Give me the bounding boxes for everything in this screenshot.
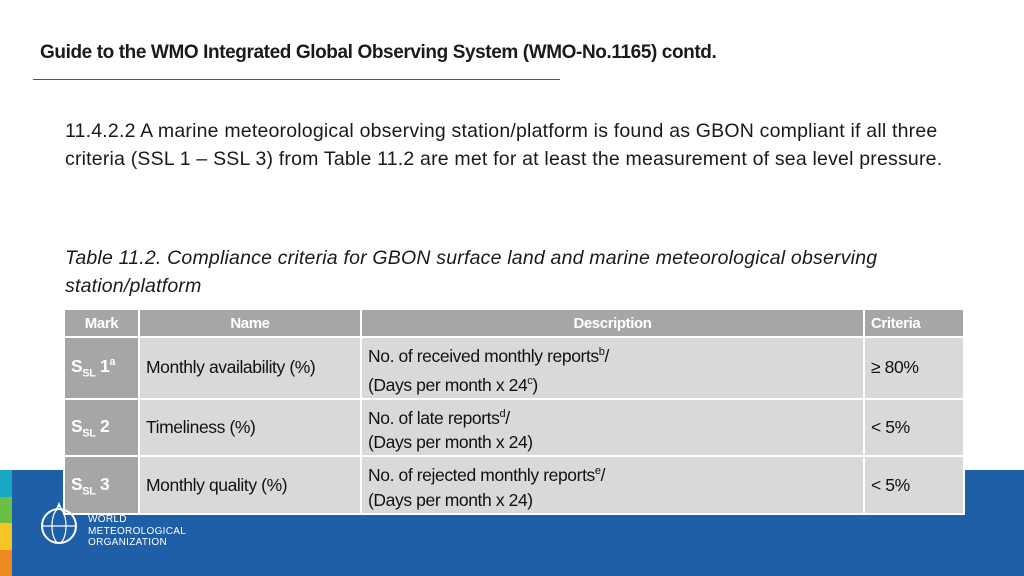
table-caption: Table 11.2. Compliance criteria for GBON… — [65, 247, 878, 297]
table-cell: No. of rejected monthly reportse/(Days p… — [360, 455, 865, 516]
logo-star — [56, 502, 62, 509]
table-row: SSL 1a Monthly availability (%) No. of rec… — [63, 336, 965, 400]
cell-line: (Days per month x 24c) — [368, 369, 857, 398]
text-run: (Days per month x 24) — [368, 432, 533, 453]
text-run: S — [71, 356, 83, 377]
table-row: SSL 3 Monthly quality (%) No. of rejected … — [63, 455, 965, 516]
text-run: a — [109, 356, 116, 369]
text-run: No. of rejected monthly reports — [368, 465, 595, 486]
table-cell: Timeliness (%) — [138, 397, 362, 458]
cell-line: Monthly quality (%) — [146, 475, 354, 496]
logo-text: METEOROLOGICAL — [88, 525, 187, 537]
cell-line: < 5% — [871, 475, 957, 496]
paragraph: 11.4.2.2 A marine meteorological observi… — [65, 120, 943, 170]
wmo-logo — [41, 502, 77, 544]
cell-line: No. of received monthly reportsb/ — [368, 340, 857, 369]
text-run: 2 — [95, 415, 110, 436]
cell-line: SSL 3 — [71, 474, 132, 498]
stripe — [0, 496, 12, 523]
cell-line: < 5% — [871, 417, 957, 438]
slide-title: Guide to the WMO Integrated Global Obser… — [40, 42, 717, 63]
text-run: 1 — [95, 356, 110, 377]
text-run: / — [604, 345, 609, 366]
logo-text: WORLD — [88, 514, 127, 525]
criteria-table: Mark Name Description Criteria SSL 1a Mon… — [63, 308, 965, 516]
cell-line: SSL 2 — [71, 416, 132, 440]
table-cell: No. of late reportsd/(Days per month x 2… — [360, 397, 865, 458]
text-run: e — [594, 465, 601, 478]
text-run: c — [527, 374, 533, 387]
title-rule — [33, 79, 560, 80]
table-cell: SSL 1a — [63, 336, 140, 400]
column-header: Name — [138, 308, 362, 338]
table-cell: Monthly quality (%) — [138, 455, 362, 516]
column-header: Mark — [63, 308, 140, 338]
cell-line: (Days per month x 24) — [368, 430, 857, 455]
table-cell: Monthly availability (%) — [138, 336, 362, 400]
text-run: / — [600, 465, 606, 486]
text-run: Monthly availability (%) — [146, 357, 316, 378]
stripe — [0, 523, 12, 550]
text-run: S — [71, 415, 83, 436]
text-run: SL — [82, 427, 96, 440]
text-run: No. of received monthly reports — [368, 345, 599, 366]
text-run: < 5% — [871, 474, 910, 495]
stripe — [0, 470, 12, 497]
text-run: S — [71, 473, 83, 494]
cell-line: ≥ 80% — [871, 357, 957, 378]
cell-line: Timeliness (%) — [146, 417, 354, 438]
text-run: b — [598, 346, 605, 358]
table-cell: < 5% — [863, 455, 965, 516]
column-header: Criteria — [863, 308, 965, 338]
text-run: 3 — [95, 473, 110, 494]
table-cell: < 5% — [863, 397, 965, 458]
table-cell: ≥ 80% — [863, 336, 965, 400]
column-header: Description — [360, 308, 865, 338]
text-run: SL — [82, 367, 96, 380]
text-run: / — [505, 407, 510, 428]
table-cell: No. of received monthly reportsb/(Days p… — [360, 336, 865, 400]
table-row: SSL 2 Timeliness (%) No. of late reportsd/… — [63, 397, 965, 458]
table-body: SSL 1a Monthly availability (%) No. of rec… — [63, 336, 965, 516]
cell-line: (Days per month x 24) — [368, 488, 857, 513]
header-row: Mark Name Description Criteria — [63, 308, 965, 338]
stripe — [0, 549, 12, 576]
cell-line: No. of late reportsd/ — [368, 402, 857, 431]
cell-line: Monthly availability (%) — [146, 357, 354, 378]
cell-line: SSL 1a — [71, 356, 132, 380]
logo-text: ORGANIZATION — [88, 537, 167, 548]
text-run: No. of late reports — [368, 407, 500, 428]
cell-line: No. of rejected monthly reportse/ — [368, 459, 857, 488]
text-run: ) — [532, 374, 538, 395]
text-run: Timeliness (%) — [146, 417, 256, 438]
text-run: d — [499, 407, 506, 420]
color-stripes — [0, 470, 12, 576]
table-cell: SSL 2 — [63, 397, 140, 458]
text-run: (Days per month x 24) — [368, 490, 533, 511]
text-run: SL — [82, 485, 96, 498]
text-run: ≥ 80% — [871, 357, 919, 378]
text-run: < 5% — [871, 417, 910, 438]
text-run: Monthly quality (%) — [146, 474, 288, 495]
table-cell: SSL 3 — [63, 455, 140, 516]
text-run: (Days per month x 24 — [368, 374, 528, 395]
